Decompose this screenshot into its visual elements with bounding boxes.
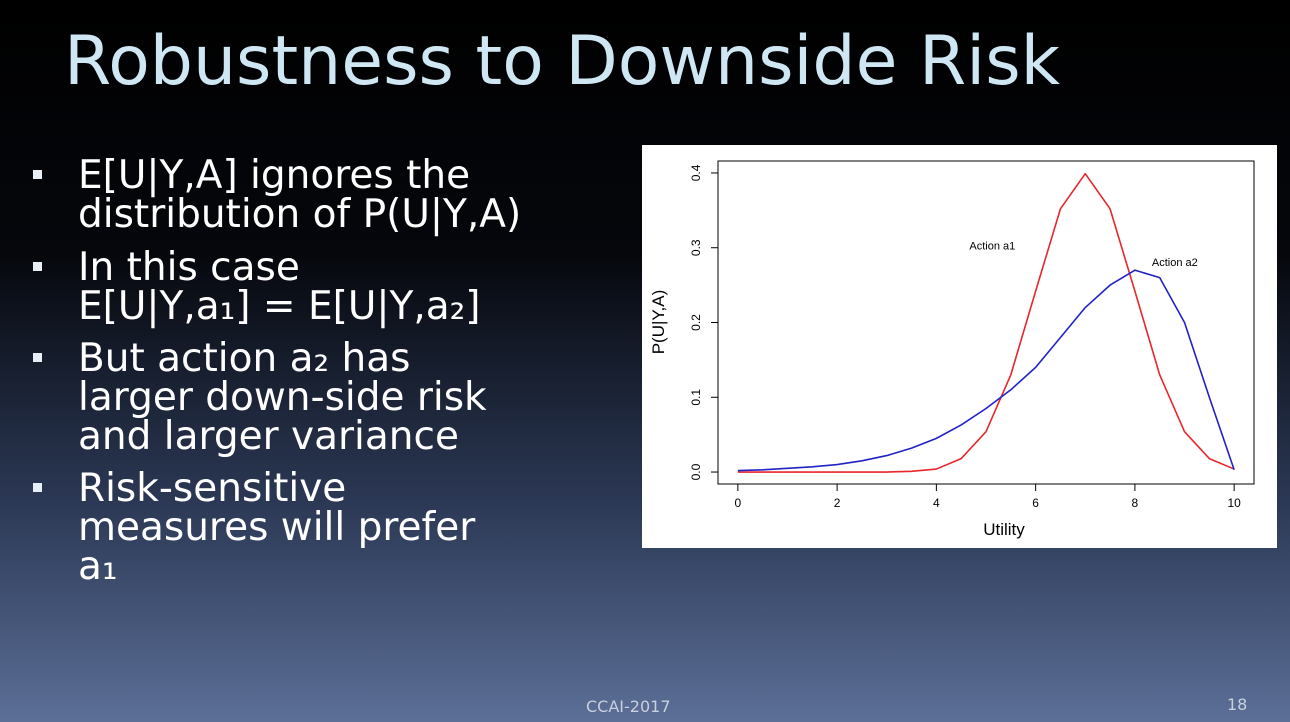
bullet: But action a₂ has larger down-side risk an…	[33, 336, 487, 459]
series-label: Action a2	[1152, 257, 1198, 269]
bullet-line: and larger variance	[78, 414, 459, 459]
y-axis-label: P(U|Y,A)	[649, 290, 668, 355]
series-line	[737, 269, 1235, 472]
bullet: E[U|Y,A] ignores the distribution of P(U|…	[32, 153, 522, 237]
bullet-line: Risk-sensitive	[78, 466, 347, 511]
plot-frame	[717, 160, 1255, 485]
bullet-line: distribution of P(U|Y,A)	[78, 192, 522, 237]
x-tick-label: 2	[834, 496, 841, 510]
footer: CCAI-2017	[586, 697, 671, 716]
bullet: Risk-sensitive measures will prefer a₁	[32, 466, 476, 589]
slide-title: Robustness to Downside Risk	[64, 22, 1060, 101]
x-tick-label: 6	[1032, 496, 1039, 510]
x-tick-label: 4	[933, 496, 940, 510]
bullet-line: E[U|Y,a₁] = E[U|Y,a₂]	[78, 284, 481, 329]
bullet-line: In this case	[78, 245, 300, 290]
bullet-line: E[U|Y,A] ignores the	[78, 153, 471, 198]
series-line	[737, 172, 1235, 473]
x-axis-label: Utility	[983, 520, 1025, 539]
bullet-line: a₁	[78, 544, 118, 589]
chart: Utility P(U|Y,A) 0 2 4 6 8 10 0.0 0.1 0.2 0.3 0.4 A…	[642, 145, 1277, 548]
x-tick-label: 8	[1132, 496, 1139, 510]
y-tick-label: 0.3	[689, 239, 703, 256]
y-tick-label: 0.0	[689, 463, 703, 480]
bullet-line: But action a₂ has	[78, 336, 411, 381]
page-number: 18	[1227, 695, 1248, 714]
x-tick-label: 10	[1227, 496, 1241, 510]
y-tick-label: 0.2	[689, 314, 703, 331]
bullet-line: larger down-side risk	[78, 375, 487, 420]
y-tick-label: 0.4	[689, 164, 703, 181]
bullet: In this case E[U|Y,a₁] = E[U|Y,a₂]	[33, 245, 481, 329]
y-tick-label: 0.1	[689, 389, 703, 406]
series-label: Action a1	[969, 241, 1015, 253]
bullet-line: measures will prefer	[78, 505, 476, 550]
x-tick-label: 0	[735, 496, 742, 510]
